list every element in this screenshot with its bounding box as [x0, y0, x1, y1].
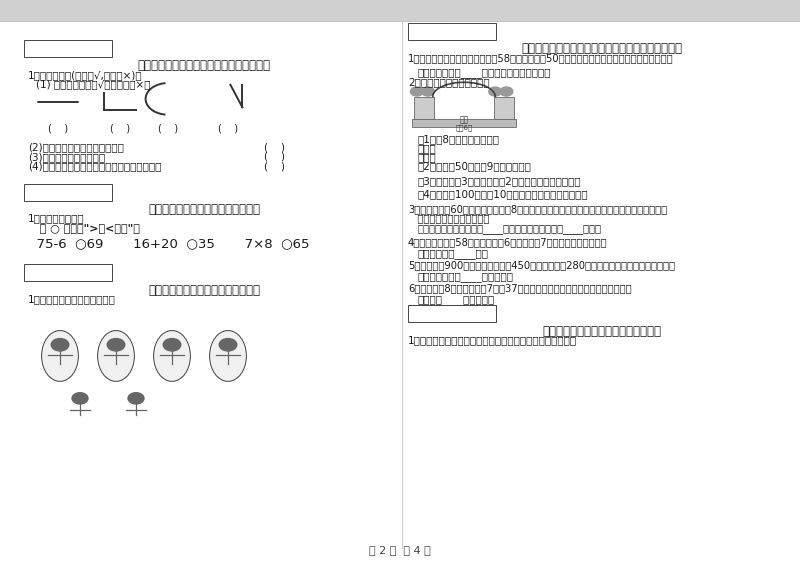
- Circle shape: [128, 393, 144, 404]
- Text: 答：妈妈给女儿____朵，两人的花就一样多。: 答：妈妈给女儿____朵，两人的花就一样多。: [418, 68, 551, 78]
- Text: 答：现在菜站有____千克蔬菜。: 答：现在菜站有____千克蔬菜。: [418, 272, 514, 282]
- Text: (4)一块正方形，剪去一个角后只剩下三个角。: (4)一块正方形，剪去一个角后只剩下三个角。: [28, 162, 162, 172]
- Text: 得分: 得分: [37, 44, 46, 53]
- Bar: [408, 305, 496, 322]
- Text: （2）小菊拿50元，买9张门票够吗？: （2）小菊拿50元，买9张门票够吗？: [418, 162, 531, 172]
- Text: 答：现在还有____只。: 答：现在还有____只。: [418, 249, 489, 259]
- Text: 乘法：: 乘法：: [418, 144, 436, 154]
- Text: 2、星期日同学们去游乐园。: 2、星期日同学们去游乐园。: [408, 77, 490, 88]
- Text: (1) 下面是线段的打√，不是的打×。: (1) 下面是线段的打√，不是的打×。: [36, 80, 150, 90]
- Text: 六、比一比（共１大题，共计５分）: 六、比一比（共１大题，共计５分）: [148, 203, 260, 216]
- Ellipse shape: [98, 331, 134, 381]
- Circle shape: [500, 87, 513, 96]
- Text: （1）买8张门票用多少元？: （1）买8张门票用多少元？: [418, 134, 499, 145]
- Text: 的铁钩？还剩下多少厘米？: 的铁钩？还剩下多少厘米？: [408, 214, 490, 224]
- Text: (    ): ( ): [264, 152, 285, 162]
- Text: 评卷人: 评卷人: [78, 44, 93, 53]
- Text: 门票: 门票: [459, 115, 469, 124]
- Text: (    ): ( ): [264, 142, 285, 153]
- Bar: [408, 23, 496, 40]
- Circle shape: [107, 338, 125, 351]
- Text: (    ): ( ): [110, 123, 130, 133]
- Text: (3)所有的直角都一样大。: (3)所有的直角都一样大。: [28, 152, 105, 162]
- Text: 5、菜站运来900千克蔬菜，卖出去450千克，又运来280千克，现在菜站有多少千克蔬菜？: 5、菜站运来900千克蔬菜，卖出去450千克，又运来280千克，现在菜站有多少千…: [408, 260, 675, 270]
- Circle shape: [72, 393, 88, 404]
- Text: (    ): ( ): [48, 123, 69, 133]
- Text: 4、羊圈里原来有58只羊，先走了6只，又走了7只，现在还有多少只？: 4、羊圈里原来有58只羊，先走了6只，又走了7只，现在还有多少只？: [408, 237, 608, 247]
- Text: 七、连一连（共１大题，共计５分）: 七、连一连（共１大题，共计５分）: [148, 284, 260, 297]
- Text: 评卷人: 评卷人: [78, 268, 93, 277]
- Text: 十、综合题（共１大题，共计１０分）: 十、综合题（共１大题，共计１０分）: [542, 325, 661, 338]
- Text: 3、一根铁丝长60厘米，工人师傅用8厘米长的铁丝做一个铁钩，这根铁丝一共可以做几个这样: 3、一根铁丝长60厘米，工人师傅用8厘米长的铁丝做一个铁钩，这根铁丝一共可以做几…: [408, 205, 667, 215]
- Text: 得分: 得分: [37, 268, 46, 277]
- Text: (    ): ( ): [218, 123, 238, 133]
- Text: (2)角的两条边越长，角就越大。: (2)角的两条边越长，角就越大。: [28, 142, 124, 153]
- Text: 1、我会判断大小。: 1、我会判断大小。: [28, 214, 85, 224]
- Text: 第 2 页  共 4 页: 第 2 页 共 4 页: [369, 545, 431, 555]
- Text: 加法：: 加法：: [418, 152, 436, 162]
- Text: 每张6元: 每张6元: [455, 124, 473, 131]
- Text: 75-6  ○69       16+20  ○35       7×8  ○65: 75-6 ○69 16+20 ○35 7×8 ○65: [28, 237, 310, 250]
- Text: 得分: 得分: [37, 188, 46, 197]
- Bar: [494, 97, 514, 119]
- Ellipse shape: [210, 331, 246, 381]
- Bar: [24, 264, 112, 281]
- Text: 1、连一连镜子里看到的图像。: 1、连一连镜子里看到的图像。: [28, 294, 116, 304]
- Bar: [24, 40, 112, 56]
- Circle shape: [51, 338, 69, 351]
- Text: （3）小红买了3张门票，还剩2元钱，小红带了多少钱？: （3）小红买了3张门票，还剩2元钱，小红带了多少钱？: [418, 176, 582, 186]
- Text: 评卷人: 评卷人: [78, 188, 93, 197]
- Text: 答：这根铁丝一共可以做____个这样的铁钩，还剩下____厘米。: 答：这根铁丝一共可以做____个这样的铁钩，还剩下____厘米。: [418, 224, 602, 234]
- Text: (    ): ( ): [158, 123, 178, 133]
- Text: 五、判断对与错（共１大题，共计１０分）: 五、判断对与错（共１大题，共计１０分）: [138, 59, 270, 72]
- Text: 评卷人: 评卷人: [462, 27, 477, 36]
- Bar: [0, 0, 800, 21]
- Bar: [24, 184, 112, 201]
- Ellipse shape: [42, 331, 78, 381]
- Text: 1、妈妈和女儿做红花，妈妈做了58朵，女儿做了50朵。妈妈给女儿几朵，两人的花就一样多？: 1、妈妈和女儿做红花，妈妈做了58朵，女儿做了50朵。妈妈给女儿几朵，两人的花就…: [408, 53, 674, 63]
- Text: 6、校园里有8排松树，每排7棵，37棵松树已经浇过了水，还有多少棵没浇水？: 6、校园里有8排松树，每排7棵，37棵松树已经浇过了水，还有多少棵没浇水？: [408, 284, 632, 294]
- Text: 答：还有____棵没浇水。: 答：还有____棵没浇水。: [418, 295, 495, 306]
- Text: 在 ○ 里填上">、<或＝"。: 在 ○ 里填上">、<或＝"。: [28, 223, 140, 233]
- Circle shape: [422, 87, 434, 96]
- Circle shape: [489, 87, 502, 96]
- Circle shape: [219, 338, 237, 351]
- Text: 得分: 得分: [421, 309, 430, 318]
- Text: 1、让我来判断(对的打√,错的打×)。: 1、让我来判断(对的打√,错的打×)。: [28, 70, 142, 80]
- Bar: [412, 119, 516, 127]
- Text: (    ): ( ): [264, 162, 285, 172]
- Circle shape: [163, 338, 181, 351]
- Ellipse shape: [154, 331, 190, 381]
- Bar: [414, 97, 434, 119]
- Text: 八、解决问题（共６小题，每题３分，共计１８分）: 八、解决问题（共６小题，每题３分，共计１８分）: [521, 42, 682, 55]
- Circle shape: [410, 87, 423, 96]
- Text: 得分: 得分: [421, 27, 430, 36]
- Text: 评卷人: 评卷人: [462, 309, 477, 318]
- Text: 1、下是张老师调查本班同学最喜欢的业余生活情况统计表。: 1、下是张老师调查本班同学最喜欢的业余生活情况统计表。: [408, 336, 577, 346]
- Text: （4）小红拿100元，买10张门票，还可以剩下多少钱？: （4）小红拿100元，买10张门票，还可以剩下多少钱？: [418, 189, 588, 199]
